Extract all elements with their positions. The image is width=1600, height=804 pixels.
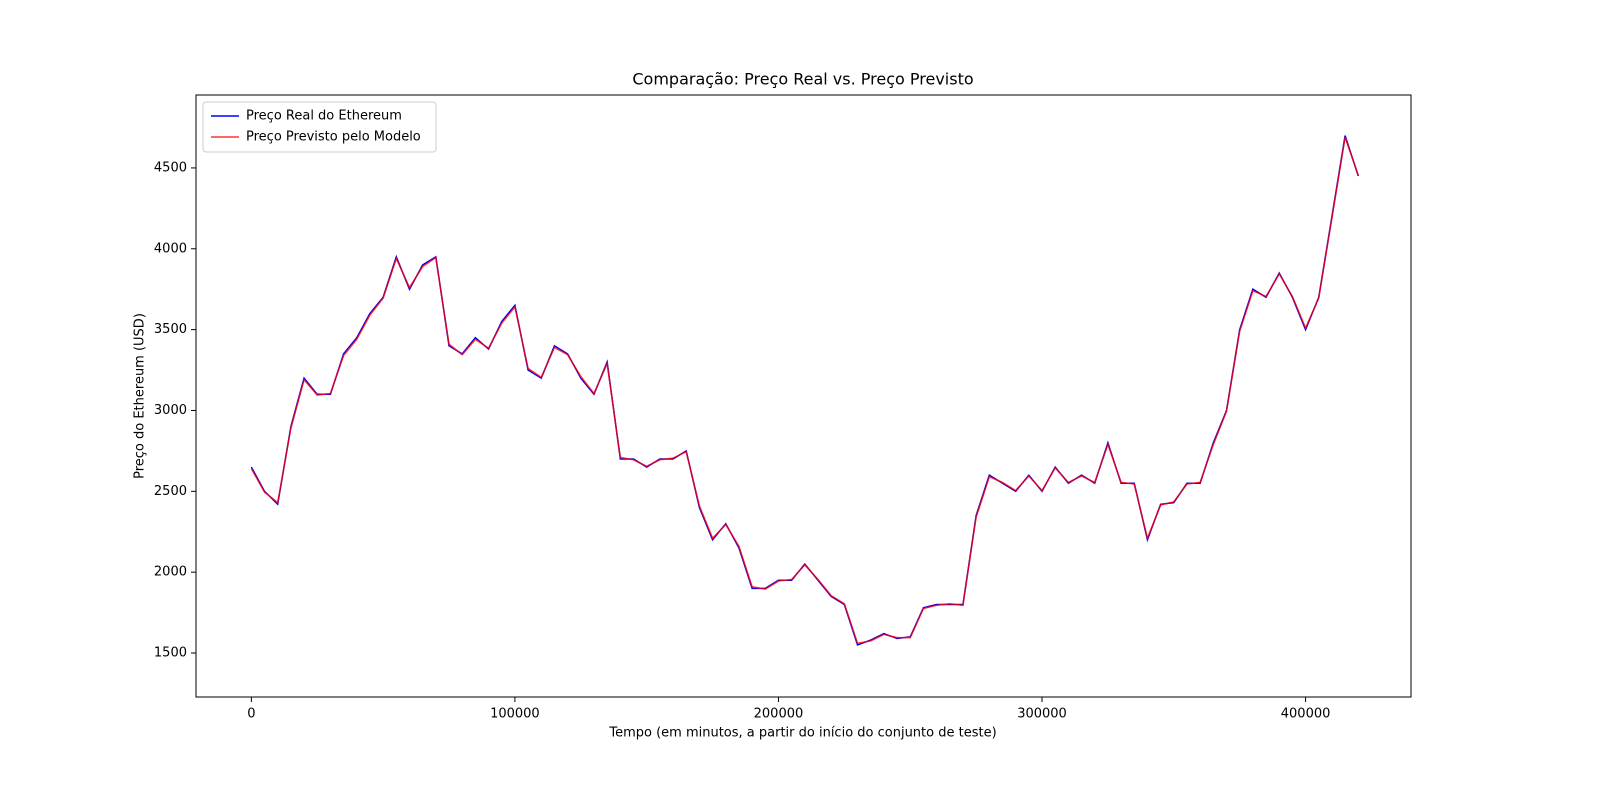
series-line <box>250 136 1359 645</box>
y-tick-label: 1500 <box>154 646 187 661</box>
y-tick-label: 3000 <box>154 403 187 418</box>
y-tick-label: 3500 <box>154 322 187 337</box>
plot-frame <box>195 94 1412 698</box>
legend-label: Preço Previsto pelo Modelo <box>246 130 421 145</box>
x-tick-label: 0 <box>247 707 255 722</box>
chart-title: Comparação: Preço Real vs. Preço Previst… <box>632 70 973 89</box>
y-tick-label: 2000 <box>154 565 187 580</box>
x-axis-label: Tempo (em minutos, a partir do início do… <box>608 726 996 741</box>
legend-label: Preço Real do Ethereum <box>246 109 402 124</box>
x-tick-label: 100000 <box>490 707 540 722</box>
y-tick-label: 2500 <box>154 484 187 499</box>
y-tick-label: 4500 <box>154 160 187 175</box>
x-tick-label: 300000 <box>1017 707 1067 722</box>
y-tick-label: 4000 <box>154 241 187 256</box>
x-tick-label: 200000 <box>754 707 804 722</box>
legend-box <box>202 101 437 153</box>
y-axis-label: Preço do Ethereum (USD) <box>133 313 148 479</box>
x-tick-label: 400000 <box>1281 707 1331 722</box>
